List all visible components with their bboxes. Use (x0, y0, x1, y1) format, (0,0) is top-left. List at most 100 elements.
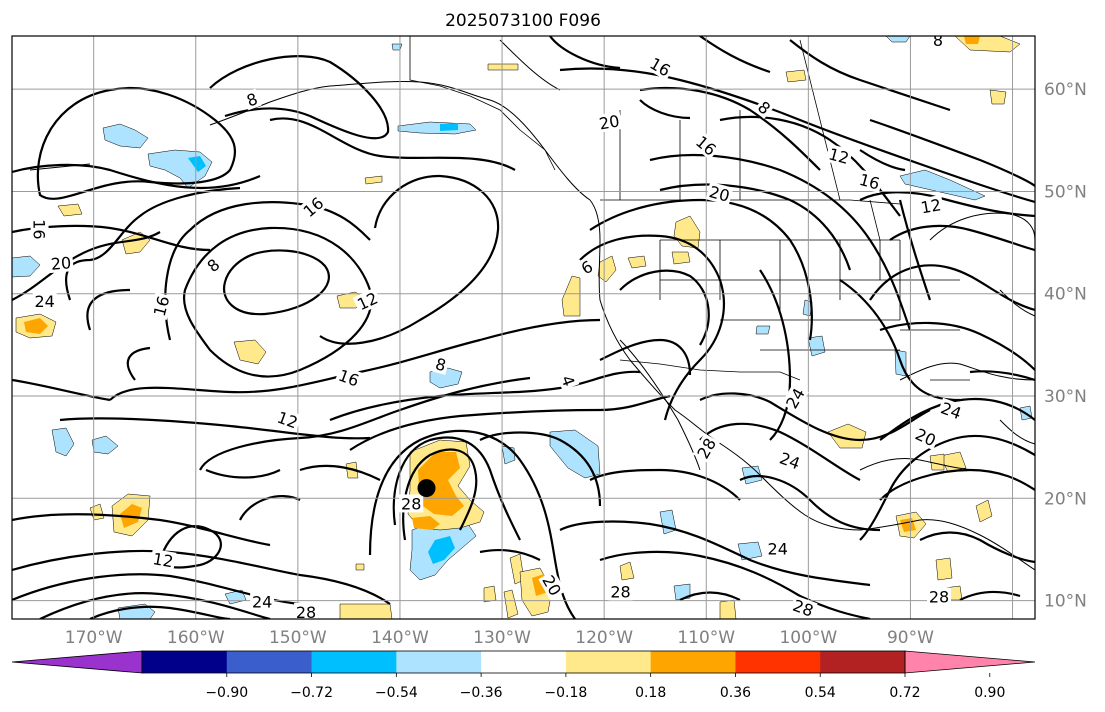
contour-label-text: 28 (610, 582, 630, 601)
colorbar-tick-label: −0.36 (460, 685, 503, 701)
latitude-label: 40°N (1044, 285, 1087, 305)
contour-label: 28 (608, 582, 633, 601)
strong-negative-anomaly-shading (188, 123, 458, 564)
contour-label-background (242, 88, 262, 111)
contour-label-text: 24 (768, 539, 788, 558)
political-borders (409, 36, 970, 381)
contour-lines (12, 36, 1035, 619)
contour-label: 24 (32, 291, 57, 311)
longitude-label: 170°W (65, 628, 123, 648)
contour-label-text: 28 (693, 435, 720, 462)
latitude-label: 20°N (1044, 489, 1087, 509)
contour-label-text: 24 (252, 593, 272, 612)
contour-label-background (781, 383, 809, 413)
contour-label-background (855, 169, 884, 194)
contour-label-background (201, 253, 225, 277)
contour-label-background (911, 423, 941, 451)
contour-label-text: 16 (30, 219, 49, 239)
contour-label: 24 (936, 397, 966, 423)
contour-label: 12 (149, 548, 177, 571)
contour-label: 20 (48, 253, 74, 274)
contour-label-background (30, 217, 49, 242)
contour-label-background (538, 570, 566, 601)
contour-label-background (753, 96, 776, 119)
contour-label-background (431, 353, 450, 375)
colorbar-tick-label: 0.18 (635, 685, 666, 701)
contour-label-background (608, 582, 633, 601)
contour-label: 16 (149, 292, 174, 320)
colorbar-outline (141, 650, 906, 674)
contour-label-background (825, 143, 853, 168)
longitude-label: 150°W (269, 628, 327, 648)
contour-label-background (936, 397, 966, 423)
colorbar (11, 650, 1036, 674)
contour-label: 28 (927, 587, 952, 606)
contour-label-background (32, 291, 57, 310)
contour-label: 24 (250, 592, 275, 612)
contour-label-background (334, 365, 364, 391)
contour-label-text: 12 (919, 195, 942, 217)
contour-label: 16 (298, 192, 329, 222)
contour-label: 4 (557, 371, 580, 391)
colorbar-tick-label: −0.90 (205, 685, 248, 701)
contour-label-text: 28 (296, 603, 316, 622)
contour-label-background (352, 287, 382, 315)
colorbar-min-extension (11, 650, 143, 674)
contour-label: 8 (242, 88, 262, 111)
colorbar-segment (481, 651, 567, 673)
colorbar-max-extension (904, 650, 1036, 674)
longitude-label: 130°W (473, 628, 531, 648)
contour-label-text: 16 (300, 193, 328, 221)
colorbar-segment (142, 651, 228, 673)
contour-label-background (149, 292, 173, 320)
contour-label: 28 (399, 494, 424, 513)
contour-label-background (576, 255, 598, 279)
contour-label: 6 (576, 255, 598, 279)
contour-label: 16 (334, 365, 364, 391)
longitude-label: 90°W (887, 628, 934, 648)
contour-label: 16 (855, 169, 884, 194)
colorbar-segment (735, 651, 821, 673)
contour-label-background (298, 192, 329, 222)
gridlines (12, 36, 1035, 619)
contour-label-text: 28 (929, 587, 949, 606)
longitude-label: 160°W (167, 628, 225, 648)
contour-label: 8 (931, 36, 946, 50)
contour-label: 28 (294, 602, 319, 622)
contour-label-text: 16 (857, 170, 882, 194)
latitude-label: 60°N (1044, 80, 1087, 100)
negative-anomaly-shading (12, 36, 1033, 619)
contour-label-background (705, 181, 734, 206)
colorbar-tick-label: 0.54 (805, 685, 836, 701)
contour-label-text: 16 (150, 294, 174, 319)
longitude-label: 140°W (371, 628, 429, 648)
colorbar-tick-label: 0.90 (974, 685, 1005, 701)
contour-label: 28 (788, 595, 818, 619)
colorbar-tick-labels: −0.90 −0.72 −0.54 −0.36 −0.18 0.18 0.36 0.54 0.7… (205, 673, 1005, 701)
colorbar-segment (396, 651, 482, 673)
contour-label-background (931, 36, 946, 50)
contour-label-text: 20 (598, 111, 621, 133)
storm-center-marker (417, 479, 436, 498)
contour-label-text: 12 (151, 549, 174, 571)
contour-label-text: 20 (707, 182, 732, 206)
longitude-label: 120°W (575, 628, 633, 648)
colorbar-segment (565, 651, 652, 673)
contour-label: 12 (917, 194, 945, 217)
longitude-labels: 170°W 160°W 150°W 140°W 130°W 120°W 110°W 100°W… (65, 628, 934, 648)
contour-label-background (48, 253, 74, 274)
contour-label: 20 (595, 110, 623, 134)
contour-label: 24 (775, 447, 805, 473)
contour-label: 12 (352, 287, 382, 315)
contour-label-text: 24 (34, 292, 54, 311)
colorbar-segment (311, 651, 397, 673)
contour-label: 12 (825, 143, 853, 168)
contour-label-background (557, 371, 580, 391)
latitude-label: 30°N (1044, 387, 1087, 407)
contour-label: 20 (911, 423, 941, 451)
contour-label-background (294, 602, 319, 619)
colorbar-tick-label: −0.18 (544, 685, 587, 701)
